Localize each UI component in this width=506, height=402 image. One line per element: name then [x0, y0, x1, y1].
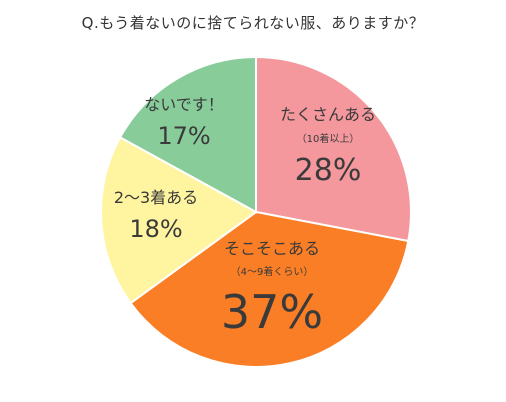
pie-slice-4 — [118, 55, 257, 214]
pie-slice-2 — [129, 210, 410, 368]
slice-name-label: ないです！ — [144, 95, 224, 114]
chart-title: Q.もう着ないのに捨てられない服、ありますか？ — [81, 14, 425, 32]
slice-percent-label: 28% — [295, 153, 362, 188]
slice-percent-label: 18% — [129, 215, 182, 243]
pie-slice-3 — [100, 135, 258, 305]
slice-note-label: （4〜9着くらい） — [231, 265, 314, 278]
pie-slice-1 — [255, 55, 412, 243]
slice-percent-label: 17% — [157, 122, 210, 150]
slice-name-label: 2〜3着ある — [114, 188, 198, 207]
slice-name-label: たくさんある — [280, 105, 376, 124]
slice-percent-label: 37% — [221, 285, 323, 339]
slice-name-label: そこそこある — [224, 239, 320, 258]
slice-note-label: （10着以上） — [297, 132, 360, 145]
